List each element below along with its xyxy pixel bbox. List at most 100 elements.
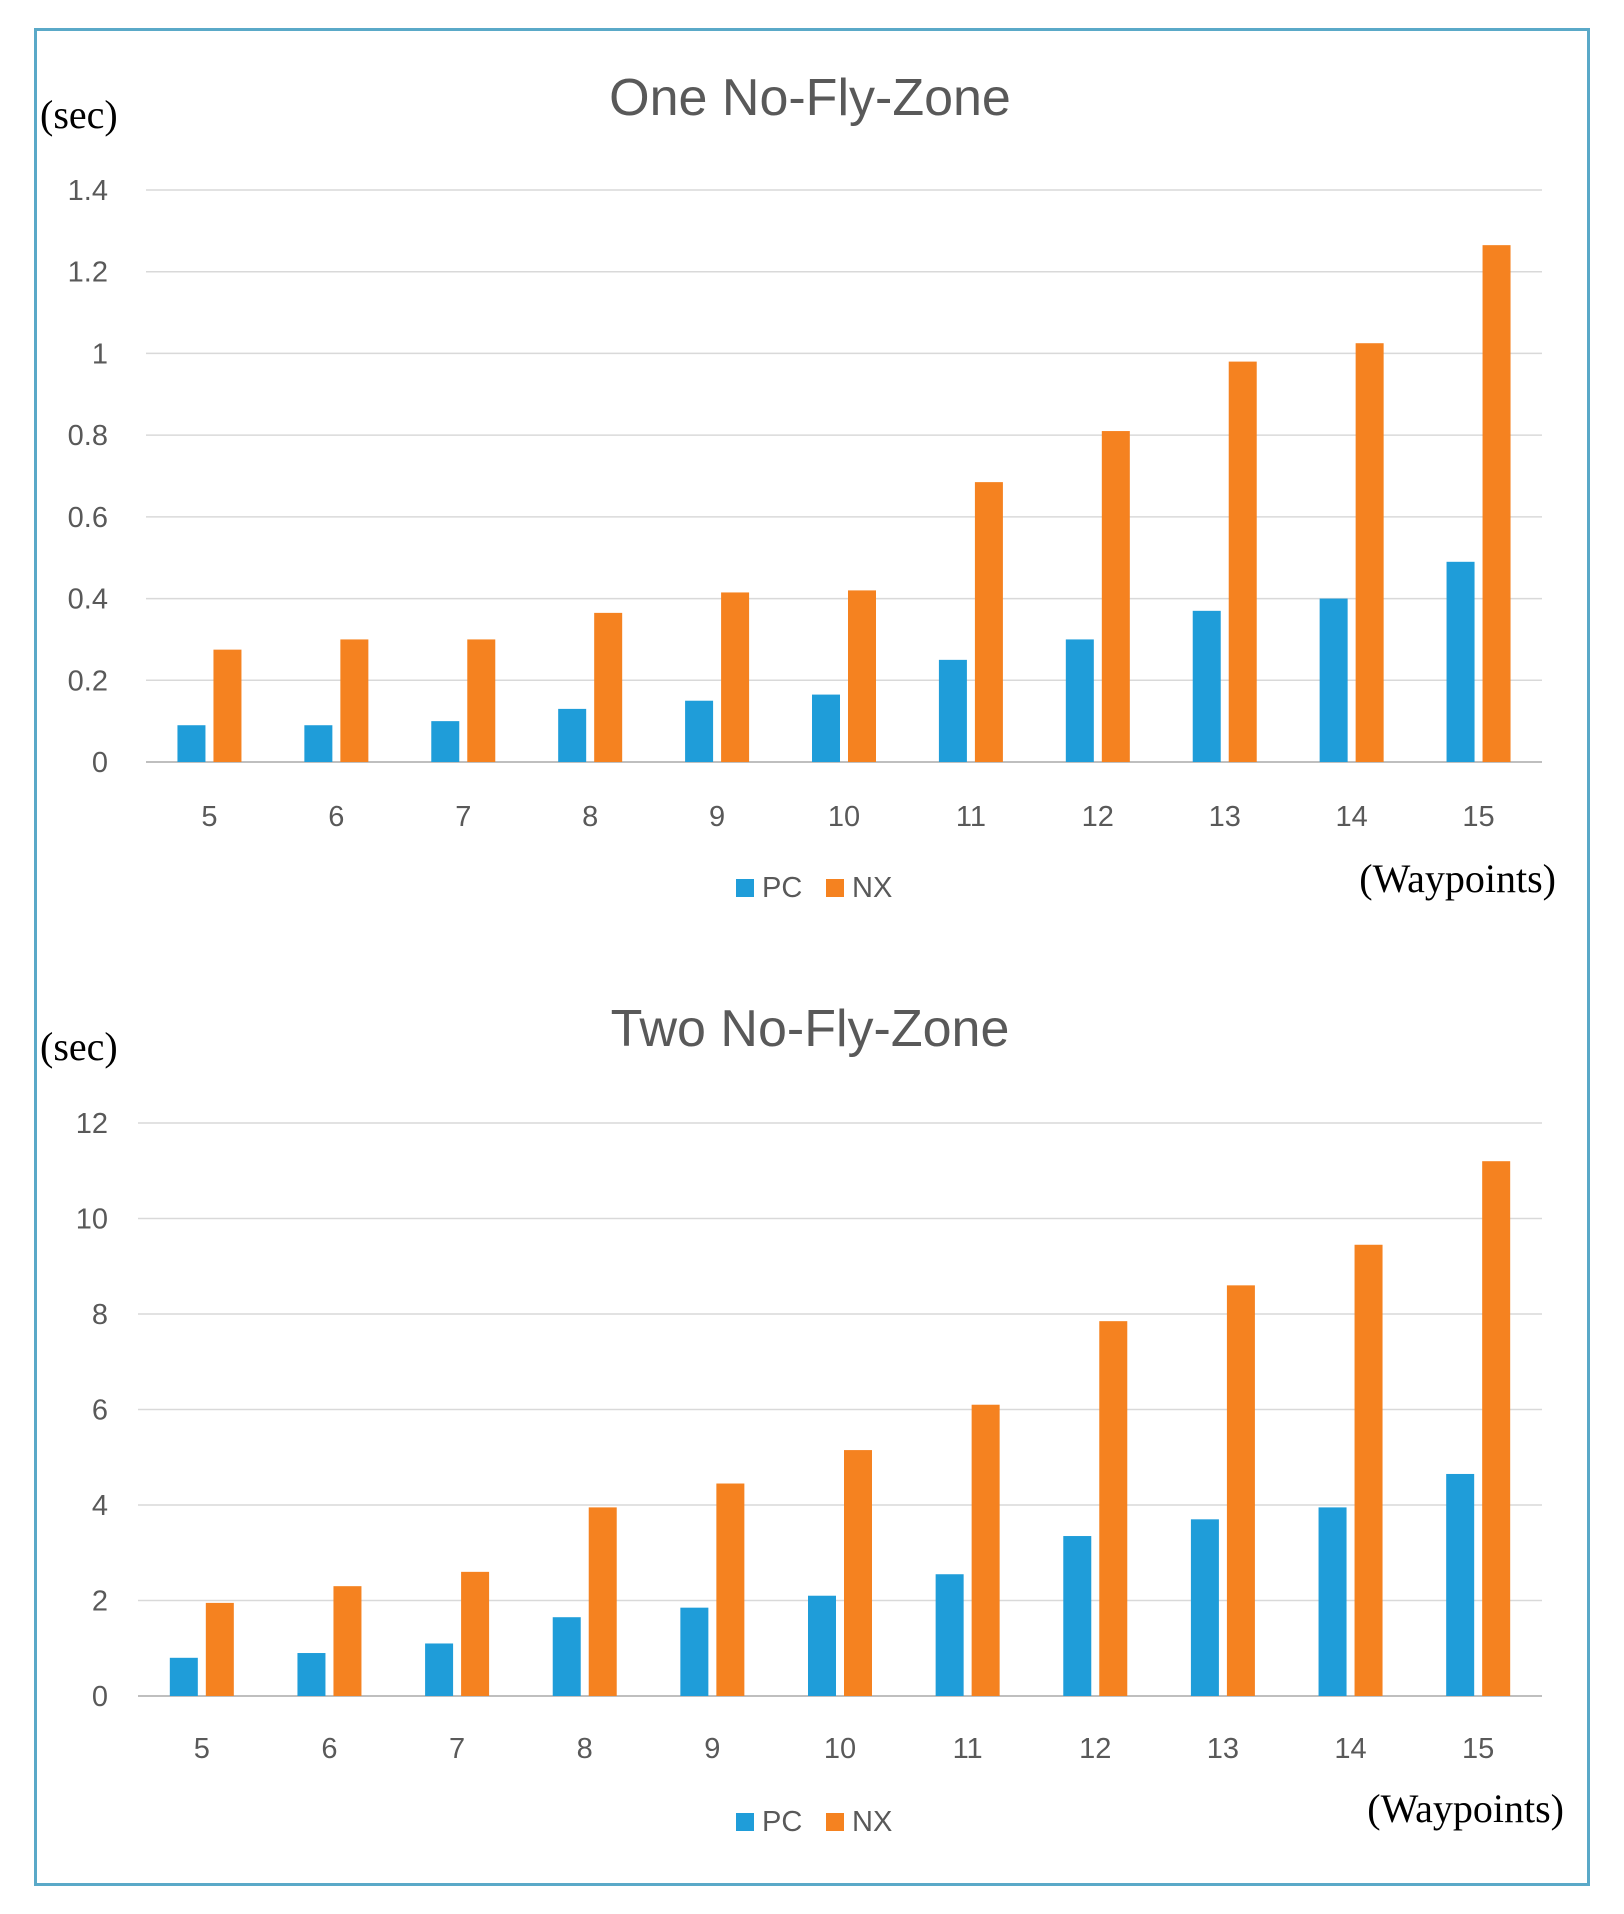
bar-nx <box>205 1602 234 1696</box>
bar-nx <box>588 1507 617 1696</box>
y-tick-label: 4 <box>92 1490 108 1522</box>
x-tick-label: 13 <box>1209 801 1241 833</box>
bar-nx <box>1482 1161 1511 1696</box>
bar-nx <box>971 1404 1000 1696</box>
bar-pc <box>685 700 714 762</box>
bar-nx <box>594 612 623 762</box>
x-tick-label: 8 <box>582 801 598 833</box>
chart-title: One No-Fly-Zone <box>609 69 1011 127</box>
x-tick-label: 11 <box>953 1733 983 1765</box>
x-tick-label: 12 <box>1082 801 1114 833</box>
bar-nx <box>974 482 1003 762</box>
x-tick-label: 7 <box>455 801 471 833</box>
x-tick-label: 6 <box>328 801 344 833</box>
bar-pc <box>808 1595 836 1696</box>
x-tick-label: 13 <box>1207 1733 1239 1765</box>
x-tick-label: 14 <box>1336 801 1368 833</box>
x-tick-label: 10 <box>824 1733 856 1765</box>
y-axis-unit-label: (sec) <box>40 92 118 137</box>
bar-nx <box>333 1586 362 1696</box>
legend-label-pc: PC <box>762 872 802 904</box>
bar-nx <box>844 1450 872 1696</box>
bar-nx <box>1354 1244 1383 1696</box>
y-tick-label: 1 <box>92 338 108 370</box>
bar-pc <box>812 694 840 762</box>
x-tick-label: 5 <box>194 1733 210 1765</box>
bar-nx <box>1228 361 1257 762</box>
x-tick-label: 12 <box>1079 1733 1111 1765</box>
x-axis-unit-label: (Waypoints) <box>1367 1786 1564 1831</box>
bar-nx <box>716 1483 745 1696</box>
bar-nx <box>1482 245 1511 762</box>
bar-pc <box>431 721 460 762</box>
bar-nx <box>467 639 496 762</box>
y-tick-label: 1.2 <box>68 257 108 289</box>
y-tick-label: 0.6 <box>68 502 108 534</box>
chart-title: Two No-Fly-Zone <box>611 1000 1010 1058</box>
bar-pc <box>680 1607 709 1696</box>
y-tick-label: 8 <box>92 1299 108 1331</box>
bar-pc <box>558 708 587 762</box>
bar-nx <box>848 590 876 762</box>
x-axis-unit-label: (Waypoints) <box>1359 856 1556 901</box>
bar-nx <box>721 592 750 762</box>
legend: PC NX <box>736 872 892 904</box>
y-axis-unit-label: (sec) <box>40 1024 118 1069</box>
bar-pc <box>552 1617 581 1696</box>
chart-two-no-fly-zone: Two No-Fly-Zone (sec) (Waypoints) 0 2 4 6 8 1… <box>40 1000 1564 1838</box>
bar-pc <box>1319 598 1348 762</box>
y-tick-label: 0.8 <box>68 420 108 452</box>
bar-pc <box>1318 1507 1347 1696</box>
bar-nx <box>1226 1285 1255 1696</box>
bar-nx <box>213 649 242 762</box>
x-tick-label: 15 <box>1462 1733 1494 1765</box>
bar-pc <box>1446 561 1475 762</box>
bar-pc <box>425 1643 454 1696</box>
legend-swatch-pc <box>736 1813 754 1831</box>
legend-swatch-nx <box>826 1813 844 1831</box>
legend-swatch-nx <box>826 879 844 897</box>
legend-label-pc: PC <box>762 1806 802 1838</box>
y-tick-label: 6 <box>92 1395 108 1427</box>
bar-pc <box>169 1657 198 1696</box>
bar-nx <box>340 639 369 762</box>
bar-pc <box>297 1653 326 1696</box>
x-tick-label: 14 <box>1334 1733 1366 1765</box>
legend-label-nx: NX <box>852 872 892 904</box>
bar-pc <box>177 725 206 762</box>
y-tick-label: 0.4 <box>68 584 108 616</box>
legend-label-nx: NX <box>852 1806 892 1838</box>
x-tick-label: 6 <box>321 1733 337 1765</box>
bar-nx <box>1101 431 1130 762</box>
x-tick-label: 9 <box>709 801 725 833</box>
y-tick-label: 12 <box>76 1108 108 1140</box>
x-tick-label: 5 <box>201 801 217 833</box>
bar-pc <box>1192 610 1221 762</box>
y-tick-label: 2 <box>92 1586 108 1618</box>
y-tick-label: 0 <box>92 1681 108 1713</box>
bar-nx <box>1099 1321 1128 1696</box>
bar-nx <box>1355 343 1384 762</box>
y-tick-label: 10 <box>76 1204 108 1236</box>
y-tick-label: 0.2 <box>68 665 108 697</box>
bar-pc <box>1063 1536 1092 1696</box>
x-tick-label: 9 <box>704 1733 720 1765</box>
y-tick-label: 1.4 <box>68 175 108 207</box>
x-tick-label: 15 <box>1462 801 1494 833</box>
bar-pc <box>935 1574 964 1696</box>
y-tick-label: 0 <box>92 747 108 779</box>
bar-pc <box>1065 639 1094 762</box>
x-tick-label: 7 <box>449 1733 465 1765</box>
bar-pc <box>938 659 967 762</box>
legend: PC NX <box>736 1806 892 1838</box>
x-tick-label: 8 <box>577 1733 593 1765</box>
x-tick-label: 11 <box>956 801 986 833</box>
x-tick-label: 10 <box>828 801 860 833</box>
chart-one-no-fly-zone: One No-Fly-Zone (sec) (Waypoints) 0 0.2 0.… <box>40 69 1556 904</box>
bar-pc <box>1190 1519 1219 1696</box>
bar-pc <box>304 725 333 762</box>
bar-nx <box>461 1571 490 1696</box>
bar-pc <box>1446 1473 1475 1696</box>
legend-swatch-pc <box>736 879 754 897</box>
